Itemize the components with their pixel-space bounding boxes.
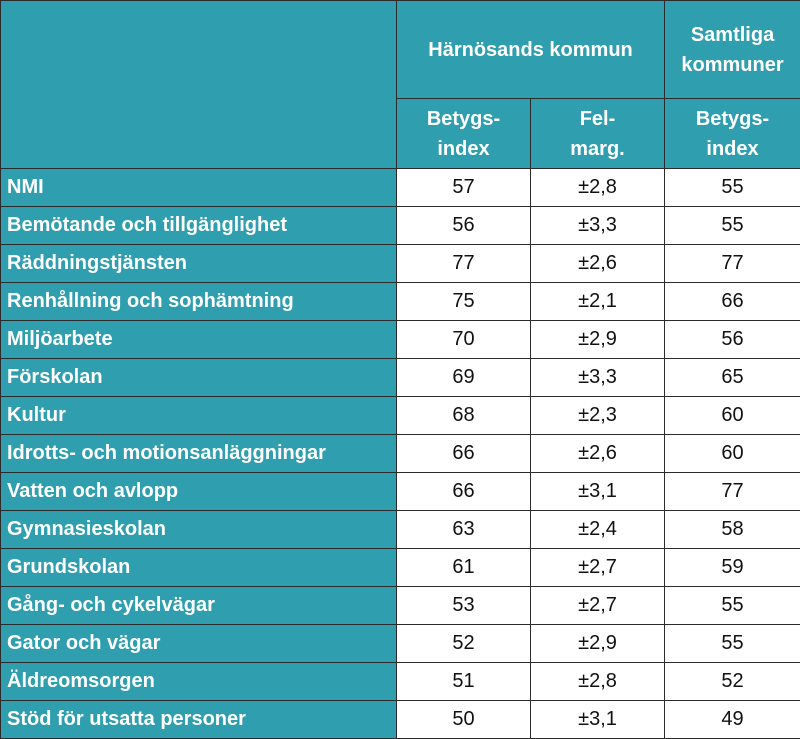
value-cell: 65: [665, 359, 800, 397]
value-cell: ±2,6: [531, 245, 665, 283]
value-cell: ±2,8: [531, 169, 665, 207]
row-label: Äldreomsorgen: [1, 663, 397, 701]
value-cell: 52: [665, 663, 800, 701]
row-label: Räddningstjänsten: [1, 245, 397, 283]
value-cell: 61: [397, 549, 531, 587]
value-cell: 70: [397, 321, 531, 359]
value-cell: 66: [665, 283, 800, 321]
row-label: Stöd för utsatta personer: [1, 701, 397, 739]
value-cell: 49: [665, 701, 800, 739]
value-cell: 77: [397, 245, 531, 283]
value-cell: 68: [397, 397, 531, 435]
value-cell: 50: [397, 701, 531, 739]
value-cell: ±2,9: [531, 625, 665, 663]
row-label: Idrotts- och motionsanläggningar: [1, 435, 397, 473]
value-cell: ±2,1: [531, 283, 665, 321]
value-cell: 66: [397, 473, 531, 511]
value-cell: 77: [665, 245, 800, 283]
value-cell: ±2,4: [531, 511, 665, 549]
value-cell: ±2,6: [531, 435, 665, 473]
value-cell: ±2,9: [531, 321, 665, 359]
column-header: Fel- marg.: [531, 99, 665, 169]
value-cell: ±2,7: [531, 587, 665, 625]
row-label: Förskolan: [1, 359, 397, 397]
value-cell: 55: [665, 587, 800, 625]
value-cell: 53: [397, 587, 531, 625]
row-label: Renhållning och sophämtning: [1, 283, 397, 321]
value-cell: ±2,3: [531, 397, 665, 435]
value-cell: 63: [397, 511, 531, 549]
row-label: Vatten och avlopp: [1, 473, 397, 511]
row-label: Grundskolan: [1, 549, 397, 587]
value-cell: 77: [665, 473, 800, 511]
value-cell: 69: [397, 359, 531, 397]
value-cell: 58: [665, 511, 800, 549]
value-cell: 55: [665, 625, 800, 663]
row-label: Bemötande och tillgänglighet: [1, 207, 397, 245]
row-label: Gator och vägar: [1, 625, 397, 663]
row-label: NMI: [1, 169, 397, 207]
row-label: Gång- och cykelvägar: [1, 587, 397, 625]
row-label: Miljöarbete: [1, 321, 397, 359]
value-cell: ±3,1: [531, 701, 665, 739]
group-header: Härnösands kommun: [397, 1, 665, 99]
row-label: Kultur: [1, 397, 397, 435]
value-cell: 60: [665, 435, 800, 473]
value-cell: 66: [397, 435, 531, 473]
value-cell: 52: [397, 625, 531, 663]
column-header: Betygs- index: [665, 99, 800, 169]
value-cell: ±3,3: [531, 359, 665, 397]
value-cell: ±2,8: [531, 663, 665, 701]
value-cell: 75: [397, 283, 531, 321]
value-cell: 55: [665, 169, 800, 207]
row-label: Gymnasieskolan: [1, 511, 397, 549]
value-cell: ±3,3: [531, 207, 665, 245]
column-header: Betygs- index: [397, 99, 531, 169]
corner-cell: [1, 1, 397, 169]
value-cell: 57: [397, 169, 531, 207]
value-cell: ±2,7: [531, 549, 665, 587]
value-cell: 59: [665, 549, 800, 587]
value-cell: 51: [397, 663, 531, 701]
value-cell: ±3,1: [531, 473, 665, 511]
value-cell: 56: [665, 321, 800, 359]
group-header: Samtliga kommuner: [665, 1, 800, 99]
value-cell: 60: [665, 397, 800, 435]
value-cell: 55: [665, 207, 800, 245]
value-cell: 56: [397, 207, 531, 245]
